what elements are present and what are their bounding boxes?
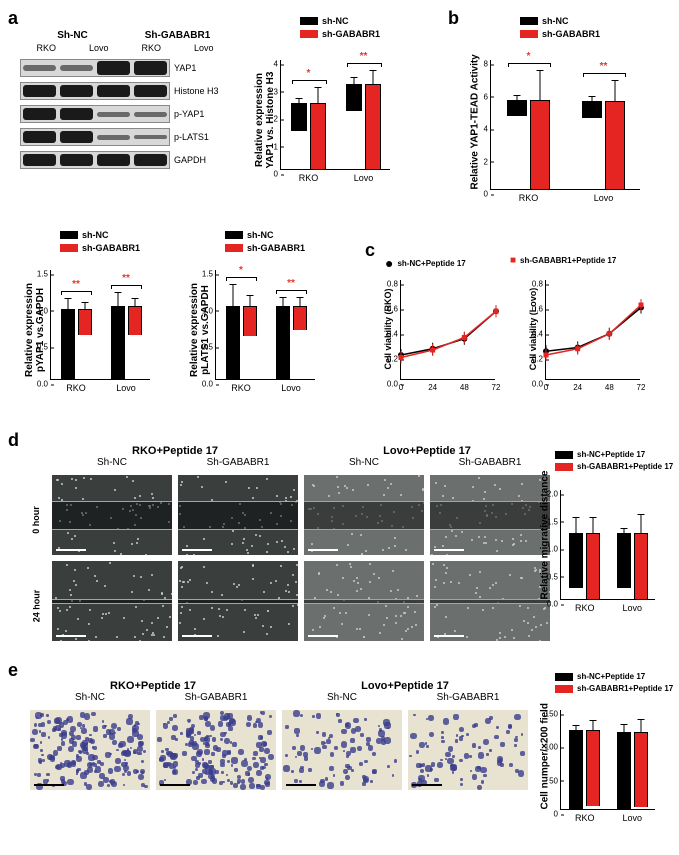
legend-plats1: sh-NC sh-GABABR1 bbox=[225, 230, 305, 256]
chart-plats1: Relative expressionpLATS1 vs.GAPDH0.00.5… bbox=[215, 270, 315, 380]
transwell-panels: RKO+Peptide 17 Lovo+Peptide 17 Sh-NCSh-G… bbox=[30, 680, 528, 790]
legend-d: sh-NC+Peptide 17 sh-GABABR1+Peptide 17 bbox=[555, 450, 673, 474]
line-chart-rko: Cell viability (RKO)0.00.20.40.60.802448… bbox=[400, 280, 495, 380]
panel-label-d: d bbox=[8, 430, 19, 451]
panel-label-b: b bbox=[448, 8, 459, 29]
legend-b: sh-NC sh-GABABR1 bbox=[520, 16, 600, 42]
chart-yap-tead: Relative YAP1-TEAD Activity02468RKO*Lovo… bbox=[490, 60, 640, 190]
legend-pyap1: sh-NC sh-GABABR1 bbox=[60, 230, 140, 256]
legend-e: sh-NC+Peptide 17 sh-GABABR1+Peptide 17 bbox=[555, 672, 673, 696]
chart-cellnum: Cell numper/×200 field050100150RKOLovo bbox=[560, 710, 655, 810]
wb-header-shgab: Sh-GABABR1 bbox=[125, 30, 230, 41]
chart-migration: Relative migrative distance0.00.51.01.52… bbox=[560, 490, 655, 600]
scratch-panels: RKO+Peptide 17 Lovo+Peptide 17 Sh-NCSh-G… bbox=[30, 445, 550, 641]
panel-label-e: e bbox=[8, 660, 18, 681]
legend-c: ●sh-NC+Peptide 17 bbox=[385, 255, 466, 274]
legend-c2: ■sh-GABABR1+Peptide 17 bbox=[510, 255, 616, 269]
line-chart-lovo: Cell viability (Lovo)0.00.20.40.60.80244… bbox=[545, 280, 640, 380]
panel-label-c: c bbox=[365, 240, 375, 261]
chart-pyap1: Relative expressionpYAP1 vs.GAPDH0.00.51… bbox=[50, 270, 150, 380]
chart-yap1: Relative expressionYAP1 vs. Histone H301… bbox=[280, 60, 390, 170]
legend-a-yap1: sh-NC sh-GABABR1 bbox=[300, 16, 380, 42]
wb-header-shnc: Sh-NC bbox=[20, 30, 125, 41]
panel-label-a: a bbox=[8, 8, 18, 29]
western-blot: Sh-NC Sh-GABABR1 RKOLovoRKOLovo YAP1Hist… bbox=[20, 30, 230, 170]
